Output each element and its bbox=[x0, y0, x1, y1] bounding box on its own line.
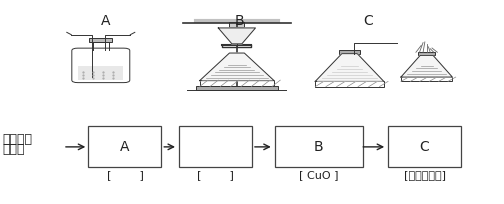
Text: C: C bbox=[420, 140, 429, 154]
FancyBboxPatch shape bbox=[275, 126, 363, 167]
FancyBboxPatch shape bbox=[401, 77, 452, 81]
FancyBboxPatch shape bbox=[196, 86, 278, 90]
FancyBboxPatch shape bbox=[200, 80, 274, 86]
Text: 的气体: 的气体 bbox=[3, 143, 25, 156]
Polygon shape bbox=[401, 55, 453, 77]
Text: A: A bbox=[120, 140, 130, 154]
Polygon shape bbox=[315, 54, 384, 81]
Polygon shape bbox=[218, 28, 256, 44]
Text: [        ]: [ ] bbox=[106, 170, 144, 181]
FancyBboxPatch shape bbox=[72, 48, 130, 83]
Text: A: A bbox=[101, 14, 110, 28]
Text: [        ]: [ ] bbox=[197, 170, 234, 181]
FancyBboxPatch shape bbox=[229, 22, 244, 27]
FancyBboxPatch shape bbox=[88, 126, 161, 167]
FancyBboxPatch shape bbox=[90, 38, 112, 42]
Text: B: B bbox=[314, 140, 324, 154]
FancyBboxPatch shape bbox=[388, 126, 461, 167]
FancyBboxPatch shape bbox=[315, 81, 384, 87]
FancyBboxPatch shape bbox=[179, 126, 252, 167]
FancyBboxPatch shape bbox=[78, 66, 123, 80]
Text: [ CuO ]: [ CuO ] bbox=[299, 170, 339, 181]
FancyBboxPatch shape bbox=[339, 50, 360, 54]
Text: B: B bbox=[234, 14, 244, 28]
Text: C: C bbox=[363, 14, 373, 28]
FancyBboxPatch shape bbox=[418, 52, 435, 55]
Polygon shape bbox=[200, 53, 274, 81]
Text: 反应生成: 反应生成 bbox=[3, 133, 33, 146]
Text: [澄清石灰水]: [澄清石灰水] bbox=[404, 170, 446, 181]
